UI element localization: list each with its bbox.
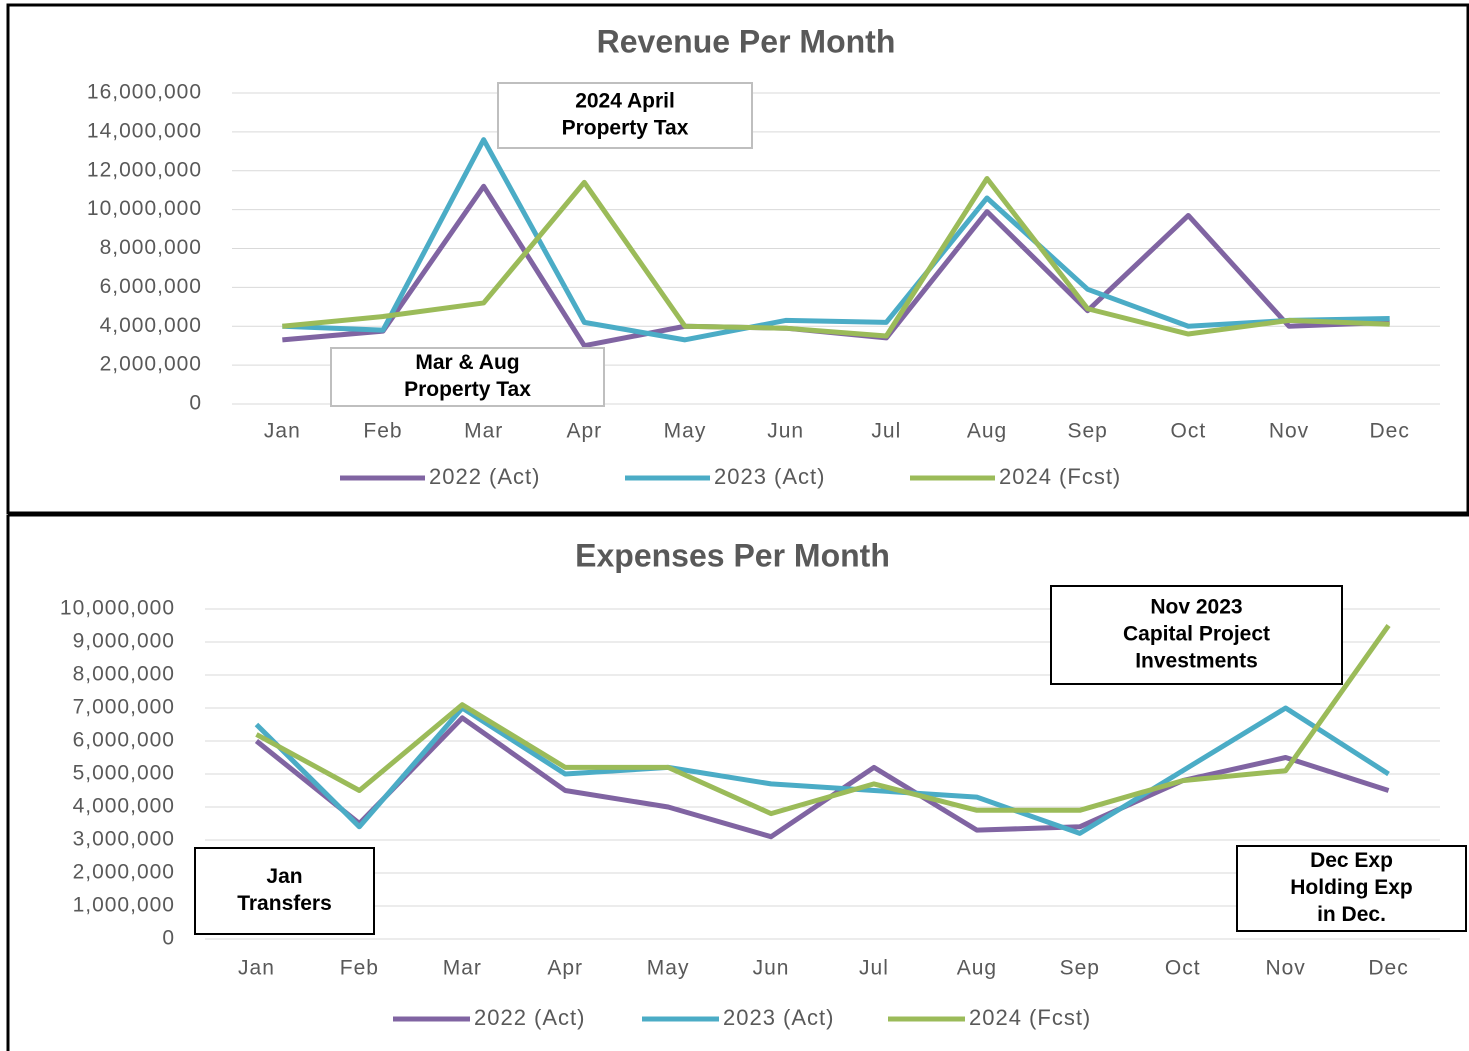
annotation-text: Holding Exp [1290, 876, 1413, 899]
annotation-text: in Dec. [1317, 903, 1386, 926]
x-tick-label: Dec [1368, 957, 1408, 980]
x-tick-label: Apr [547, 957, 583, 980]
y-tick-label: 8,000,000 [100, 236, 202, 259]
x-tick-label: Jan [238, 957, 275, 980]
y-tick-label: 2,000,000 [73, 861, 175, 884]
y-tick-label: 8,000,000 [73, 663, 175, 686]
y-tick-label: 3,000,000 [73, 828, 175, 851]
legend-label: 2024 (Fcst) [999, 464, 1121, 489]
annotation-text: Property Tax [404, 378, 531, 401]
annotation-text: Transfers [237, 892, 332, 915]
y-tick-label: 16,000,000 [87, 81, 202, 104]
x-tick-label: Jan [264, 420, 301, 443]
x-tick-label: Mar [464, 420, 503, 443]
y-tick-label: 2,000,000 [100, 353, 202, 376]
panel-border [6, 3, 1469, 515]
x-tick-label: Jun [753, 957, 790, 980]
annotation-text: Dec Exp [1310, 849, 1393, 872]
y-tick-label: 12,000,000 [87, 158, 202, 181]
legend-label: 2024 (Fcst) [969, 1005, 1091, 1030]
series-line [282, 176, 1390, 339]
annotation-text: Investments [1135, 650, 1258, 673]
x-tick-label: Aug [957, 957, 997, 980]
x-tick-label: Nov [1269, 420, 1309, 443]
y-tick-label: 6,000,000 [100, 275, 202, 298]
annotation-text: Nov 2023 [1150, 596, 1242, 619]
x-tick-label: Mar [443, 957, 482, 980]
annotation-text: Capital Project [1123, 623, 1270, 646]
y-tick-label: 0 [162, 927, 175, 950]
x-tick-label: Apr [566, 420, 602, 443]
x-tick-label: May [664, 420, 707, 443]
series-line [282, 137, 1390, 343]
legend-label: 2022 (Act) [474, 1005, 586, 1030]
y-tick-label: 6,000,000 [73, 729, 175, 752]
x-tick-label: Feb [340, 957, 379, 980]
y-tick-label: 10,000,000 [87, 197, 202, 220]
x-tick-label: Jul [859, 957, 889, 980]
y-tick-label: 0 [189, 392, 202, 415]
annotation-box [194, 847, 375, 935]
x-tick-label: May [647, 957, 690, 980]
y-tick-label: 4,000,000 [100, 314, 202, 337]
x-tick-label: Nov [1265, 957, 1305, 980]
y-tick-label: 5,000,000 [73, 762, 175, 785]
annotation-box [1050, 585, 1343, 685]
legend-label: 2022 (Act) [429, 464, 541, 489]
x-tick-label: Aug [967, 420, 1007, 443]
annotation-box [330, 347, 605, 407]
annotation-box [497, 82, 753, 149]
annotation-text: Mar & Aug [415, 351, 519, 374]
legend-label: 2023 (Act) [723, 1005, 835, 1030]
annotation-text: Property Tax [562, 117, 689, 140]
x-tick-label: Sep [1067, 420, 1107, 443]
y-tick-label: 1,000,000 [73, 894, 175, 917]
chart-title: Revenue Per Month [597, 23, 896, 59]
y-tick-label: 14,000,000 [87, 119, 202, 142]
annotation-text: 2024 April [575, 90, 675, 113]
y-tick-label: 7,000,000 [73, 696, 175, 719]
series-line [254, 705, 1390, 836]
x-tick-label: Oct [1165, 957, 1201, 980]
legend-label: 2023 (Act) [714, 464, 826, 489]
x-tick-label: Jul [871, 420, 901, 443]
chart-title: Expenses Per Month [575, 537, 890, 573]
series-line [255, 624, 1391, 817]
y-tick-label: 9,000,000 [73, 630, 175, 653]
x-tick-label: Dec [1369, 420, 1409, 443]
x-tick-label: Oct [1170, 420, 1206, 443]
x-tick-label: Sep [1060, 957, 1100, 980]
annotation-text: Jan [266, 865, 302, 888]
y-tick-label: 4,000,000 [73, 795, 175, 818]
annotation-box [1236, 845, 1467, 932]
x-tick-label: Jun [767, 420, 804, 443]
y-tick-label: 10,000,000 [60, 597, 175, 620]
x-tick-label: Feb [363, 420, 402, 443]
